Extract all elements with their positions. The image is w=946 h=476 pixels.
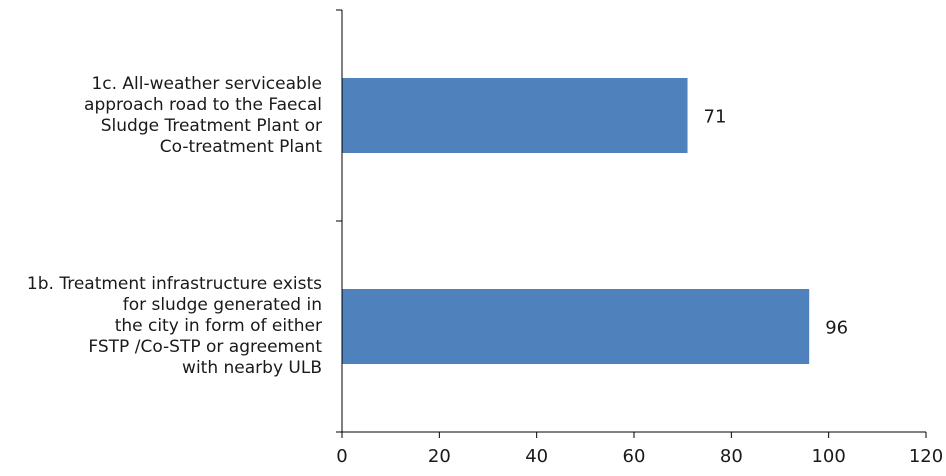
x-tick-label: 60: [623, 446, 646, 467]
data-label: 71: [704, 107, 727, 128]
category-label-line: approach road to the Faecal: [84, 94, 322, 115]
x-tick-label: 0: [336, 446, 347, 467]
category-label-line: 1c. All-weather serviceable: [91, 73, 322, 94]
category-label-line: Co-treatment Plant: [159, 136, 322, 157]
category-label-line: for sludge generated in: [122, 295, 322, 315]
x-tick-label: 100: [811, 446, 845, 467]
x-tick-label: 80: [720, 446, 743, 467]
category-label-line: the city in form of either: [114, 316, 322, 336]
x-tick-label: 120: [909, 446, 943, 467]
x-tick-label: 20: [428, 446, 451, 467]
bar: [342, 78, 688, 153]
category-label-line: with nearby ULB: [182, 358, 322, 378]
x-tick-label: 40: [525, 446, 548, 467]
category-label-line: 1b. Treatment infrastructure exists: [26, 274, 322, 294]
category-label-line: FSTP /Co-STP or agreement: [88, 337, 322, 357]
category-label: 1b. Treatment infrastructure exists for s…: [27, 274, 322, 379]
category-label-line: Sludge Treatment Plant or: [100, 115, 322, 136]
bar: [342, 289, 810, 364]
data-label: 96: [825, 318, 848, 339]
category-label: 1c. All-weather serviceable approach road…: [84, 74, 322, 158]
